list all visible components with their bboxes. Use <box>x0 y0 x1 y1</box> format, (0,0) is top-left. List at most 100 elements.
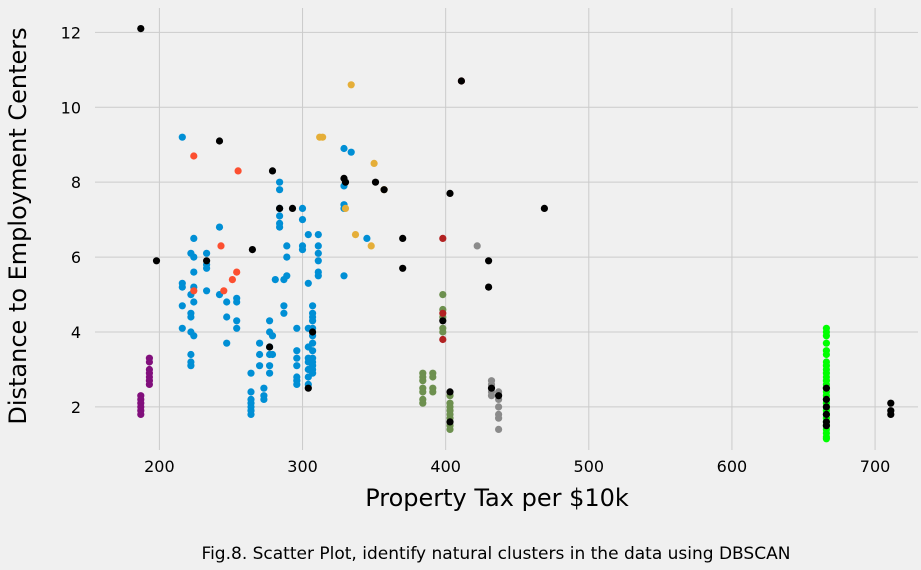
scatter-point <box>419 377 427 385</box>
scatter-point <box>309 328 317 336</box>
scatter-point <box>540 204 549 212</box>
scatter-point <box>495 403 503 411</box>
scatter-point <box>439 234 447 242</box>
scatter-point <box>822 339 831 347</box>
scatter-point <box>370 159 378 167</box>
scatter-point <box>190 298 198 306</box>
scatter-point <box>446 388 454 396</box>
scatter-point <box>280 309 288 317</box>
scatter-point <box>223 339 231 347</box>
scatter-point <box>152 257 161 265</box>
figure-caption: Fig.8. Scatter Plot, identify natural cl… <box>202 544 791 564</box>
scatter-point <box>340 272 348 280</box>
scatter-point <box>178 302 186 310</box>
scatter-point <box>298 216 307 224</box>
scatter-point <box>247 388 255 396</box>
scatter-point <box>293 354 301 362</box>
x-tick-labels: 200 300 400 500 600 700 <box>144 457 890 476</box>
scatter-point <box>190 268 198 276</box>
scatter-point <box>446 418 454 426</box>
scatter-point <box>260 384 268 392</box>
scatter-point <box>314 231 322 239</box>
scatter-point <box>347 81 355 89</box>
scatter-point <box>203 257 211 265</box>
scatter-point <box>304 279 312 287</box>
y-axis-label: Distance to Employment Centers <box>4 27 32 424</box>
scatter-point <box>203 264 211 272</box>
scatter-point <box>304 231 312 239</box>
x-axis-label: Property Tax per $10k <box>365 484 629 512</box>
scatter-point <box>495 425 503 433</box>
scatter-point <box>276 178 284 186</box>
scatter-point <box>190 253 198 261</box>
x-tick-label: 200 <box>144 457 175 476</box>
y-tick-label: 4 <box>71 323 81 342</box>
scatter-point <box>298 204 307 212</box>
y-tick-label: 2 <box>71 398 81 417</box>
scatter-point <box>268 332 277 340</box>
scatter-point <box>298 246 307 254</box>
scatter-point <box>190 152 198 160</box>
scatter-point <box>822 410 831 418</box>
scatter-point <box>247 410 255 418</box>
y-tick-label: 8 <box>71 173 81 192</box>
scatter-point <box>268 350 277 359</box>
scatter-point <box>439 291 447 299</box>
scatter-point <box>293 324 301 332</box>
scatter-point <box>256 362 264 370</box>
scatter-point <box>276 223 284 231</box>
scatter-point <box>887 399 895 407</box>
scatter-point <box>887 410 895 418</box>
scatter-point <box>215 223 224 231</box>
y-tick-label: 12 <box>61 23 81 42</box>
scatter-point <box>288 204 297 212</box>
scatter-point <box>822 435 831 443</box>
scatter-point <box>457 77 465 85</box>
scatter-point <box>233 298 241 306</box>
scatter-point <box>137 25 145 33</box>
scatter-point <box>293 380 301 388</box>
scatter-point <box>223 313 231 321</box>
scatter-point <box>190 332 198 340</box>
x-tick-label: 400 <box>430 457 461 476</box>
scatter-point <box>367 242 375 250</box>
scatter-point <box>341 178 350 186</box>
scatter-point <box>341 204 350 212</box>
scatter-point <box>247 369 255 377</box>
scatter-point <box>314 272 322 280</box>
scatter-point <box>190 234 198 242</box>
scatter-point <box>260 395 268 403</box>
data-points <box>137 25 895 443</box>
x-tick-label: 700 <box>860 457 891 476</box>
scatter-point <box>217 242 225 250</box>
scatter-point <box>304 384 312 392</box>
scatter-point <box>439 309 447 317</box>
scatter-point <box>178 283 186 291</box>
scatter-point <box>822 395 831 403</box>
scatter-point <box>429 388 437 396</box>
scatter-point <box>399 264 407 272</box>
scatter-point <box>293 362 301 370</box>
scatter-point <box>233 324 241 332</box>
scatter-point <box>233 317 241 325</box>
scatter-point <box>439 328 447 336</box>
scatter-point <box>187 313 195 321</box>
scatter-point <box>276 204 284 212</box>
scatter-point <box>178 133 186 141</box>
scatter-point <box>248 246 256 254</box>
scatter-point <box>223 298 231 306</box>
grid-lines <box>95 8 918 450</box>
scatter-point <box>439 335 447 344</box>
x-tick-label: 300 <box>287 457 318 476</box>
scatter-point <box>485 257 493 265</box>
scatter-point <box>363 234 371 242</box>
scatter-point <box>190 287 198 295</box>
scatter-point <box>266 317 274 325</box>
scatter-point <box>380 186 388 194</box>
scatter-point <box>234 167 242 175</box>
scatter-point <box>178 324 186 332</box>
scatter-point <box>419 388 427 396</box>
scatter-point <box>203 287 211 295</box>
